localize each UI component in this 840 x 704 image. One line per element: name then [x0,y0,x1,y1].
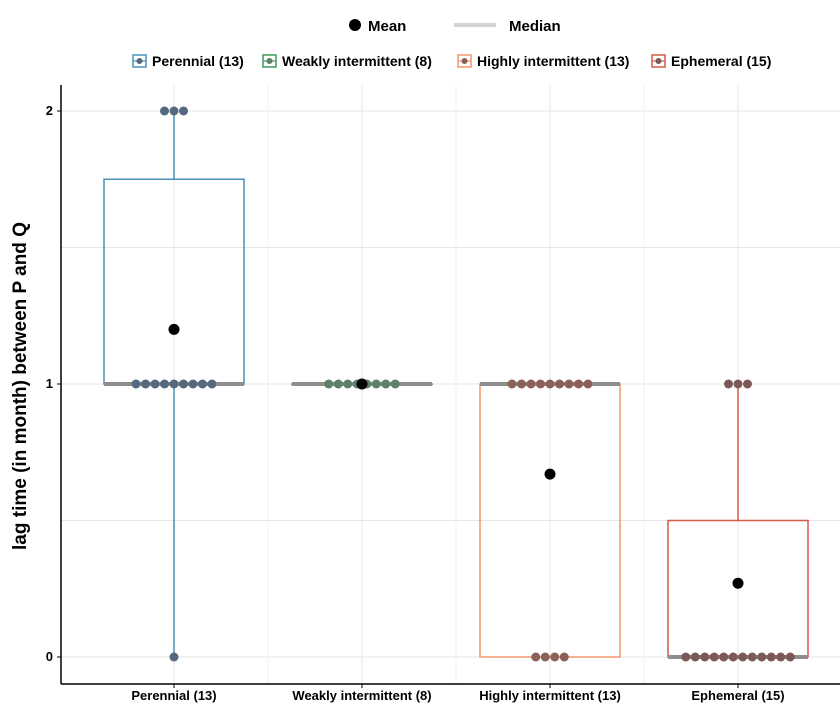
data-point [681,652,691,662]
legend-label: Ephemeral (15) [671,53,771,69]
legend-item-3: Highly intermittent (13) [457,53,629,69]
mean-point [168,323,180,335]
data-point [150,379,160,389]
data-point [743,379,752,389]
data-point [169,652,179,662]
x-tick-labels: Perennial (13) Weakly intermittent (8) Hig… [131,684,785,703]
data-point [738,652,748,662]
data-point [160,379,169,389]
data-point [583,379,593,389]
data-point [517,379,526,389]
data-point [169,379,179,389]
data-point [531,652,541,662]
y-tick-label: 0 [46,649,53,664]
data-point [733,379,743,389]
data-point [724,379,733,389]
data-point [381,379,391,389]
mean-legend-icon [349,19,361,31]
data-point [766,652,776,662]
box-3 [479,379,621,662]
data-point [709,652,719,662]
y-axis-label: lag time (in month) between P and Q [10,222,31,550]
data-point [690,652,700,662]
legend-item-4: Ephemeral (15) [651,53,771,69]
data-point [507,379,517,389]
data-point [545,379,555,389]
data-point [207,379,217,389]
data-point [540,652,550,662]
data-point [343,379,353,389]
data-point [757,652,767,662]
data-point [747,652,757,662]
boxes [103,106,809,662]
box-2 [291,378,433,390]
data-point [700,652,710,662]
data-point [555,379,564,389]
legend-dot-icon [136,58,143,64]
x-tick-label: Perennial (13) [131,688,216,703]
data-point [188,379,198,389]
data-point [141,379,150,389]
legend-dot-icon [655,58,662,64]
data-point [179,106,188,116]
data-point [776,652,786,662]
data-point [564,379,574,389]
data-point [324,379,334,389]
data-point [179,379,188,389]
data-point [536,379,545,389]
data-point [526,379,536,389]
legend-label: Weakly intermittent (8) [282,53,432,69]
median-legend-label: Median [509,18,561,35]
x-tick-label: Highly intermittent (13) [479,688,621,703]
y-tick-label: 2 [46,103,53,118]
legend-mean-median: Mean Median [349,18,561,35]
legend-dot-icon [266,58,273,64]
legend-label: Highly intermittent (13) [477,53,629,69]
y-tick-label: 1 [46,376,53,391]
x-tick-label: Weakly intermittent (8) [292,688,431,703]
y-tick-labels: 0 1 2 [46,103,61,664]
legend-dot-icon [461,58,468,64]
mean-point [544,468,556,480]
box-1 [103,106,245,662]
x-tick-label: Ephemeral (15) [691,688,784,703]
data-point [169,106,179,116]
mean-legend-label: Mean [368,18,406,35]
data-point [371,379,381,389]
mean-point [356,378,368,390]
data-point [333,379,343,389]
data-point [785,652,795,662]
legend-label: Perennial (13) [152,53,244,69]
data-point [559,652,569,662]
legend-series: Perennial (13) Weakly intermittent (8) Hig… [132,53,771,69]
data-point [198,379,207,389]
data-point [160,106,169,116]
data-point [550,652,560,662]
mean-point [732,577,744,589]
legend-item-1: Perennial (13) [132,53,244,69]
data-point [574,379,583,389]
data-point [719,652,729,662]
data-point [728,652,738,662]
legend-item-2: Weakly intermittent (8) [262,53,432,69]
data-point [390,379,400,389]
data-point [131,379,141,389]
box-4 [667,379,809,662]
